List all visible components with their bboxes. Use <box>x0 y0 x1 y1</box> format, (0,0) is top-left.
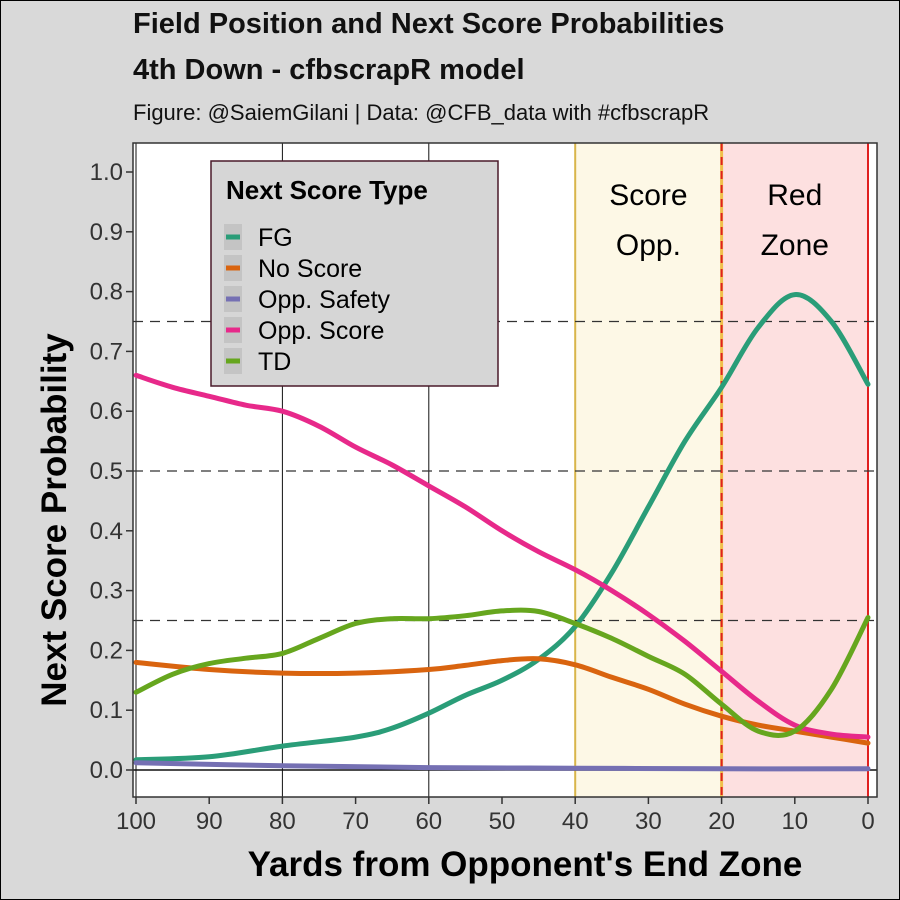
chart-title-line2: 4th Down - cfbscrapR model <box>133 54 525 86</box>
legend-label: Opp. Score <box>258 317 384 345</box>
legend-box <box>210 160 499 387</box>
y-tick-label: 0.3 <box>90 578 123 605</box>
y-tick-label: 0.0 <box>90 757 123 784</box>
x-tick-label: 70 <box>342 808 369 835</box>
y-tick-label: 0.2 <box>90 637 123 664</box>
series-line-opp-score <box>133 372 871 740</box>
x-tick-label: 100 <box>116 808 156 835</box>
y-tick-label: 0.9 <box>90 219 123 246</box>
x-tick-label: 0 <box>861 808 874 835</box>
legend-label: No Score <box>258 255 362 283</box>
zone-label: Zone <box>761 229 829 262</box>
legend-label: Opp. Safety <box>258 286 391 314</box>
y-tick-label: 0.1 <box>90 697 123 724</box>
series-line-opp-safety <box>133 760 871 772</box>
y-tick-label: 0.7 <box>90 338 123 365</box>
legend-label: TD <box>258 348 291 376</box>
y-tick-label: 0.8 <box>90 279 123 306</box>
y-tick-label: 1.0 <box>90 159 123 186</box>
series-lines <box>133 292 871 772</box>
legend: Next Score Type FG No Score Opp. Safety Opp.… <box>210 160 499 387</box>
zones: Score Opp. Red Zone <box>575 143 868 797</box>
chart-subtitle: Figure: @SaiemGilani | Data: @CFB_data w… <box>133 100 710 125</box>
x-tick-label: 40 <box>562 808 589 835</box>
y-tick-label: 0.5 <box>90 458 123 485</box>
x-tick-label: 60 <box>415 808 442 835</box>
zone-label: Score <box>609 179 687 212</box>
legend-label: FG <box>258 224 293 252</box>
zone-label: Opp. <box>616 229 681 262</box>
x-tick-label: 80 <box>269 808 296 835</box>
legend-title: Next Score Type <box>226 175 428 205</box>
x-tick-label: 90 <box>196 808 223 835</box>
y-tick-label: 0.4 <box>90 518 123 545</box>
zone-band <box>721 143 868 797</box>
series-line-fg <box>133 292 871 763</box>
plot-border <box>132 142 878 798</box>
series-line-no-score <box>133 656 871 746</box>
x-tick-label: 30 <box>635 808 662 835</box>
series-line-td <box>133 607 871 738</box>
chart-title: Field Position and Next Score Probabilit… <box>133 8 725 40</box>
y-axis-title: Next Score Probability <box>35 333 74 707</box>
x-tick-label: 20 <box>708 808 735 835</box>
zone-label: Red <box>767 179 822 212</box>
x-axis-title: Yards from Opponent's End Zone <box>248 845 803 884</box>
x-tick-label: 50 <box>489 808 516 835</box>
y-tick-label: 0.6 <box>90 398 123 425</box>
x-tick-label: 10 <box>781 808 808 835</box>
